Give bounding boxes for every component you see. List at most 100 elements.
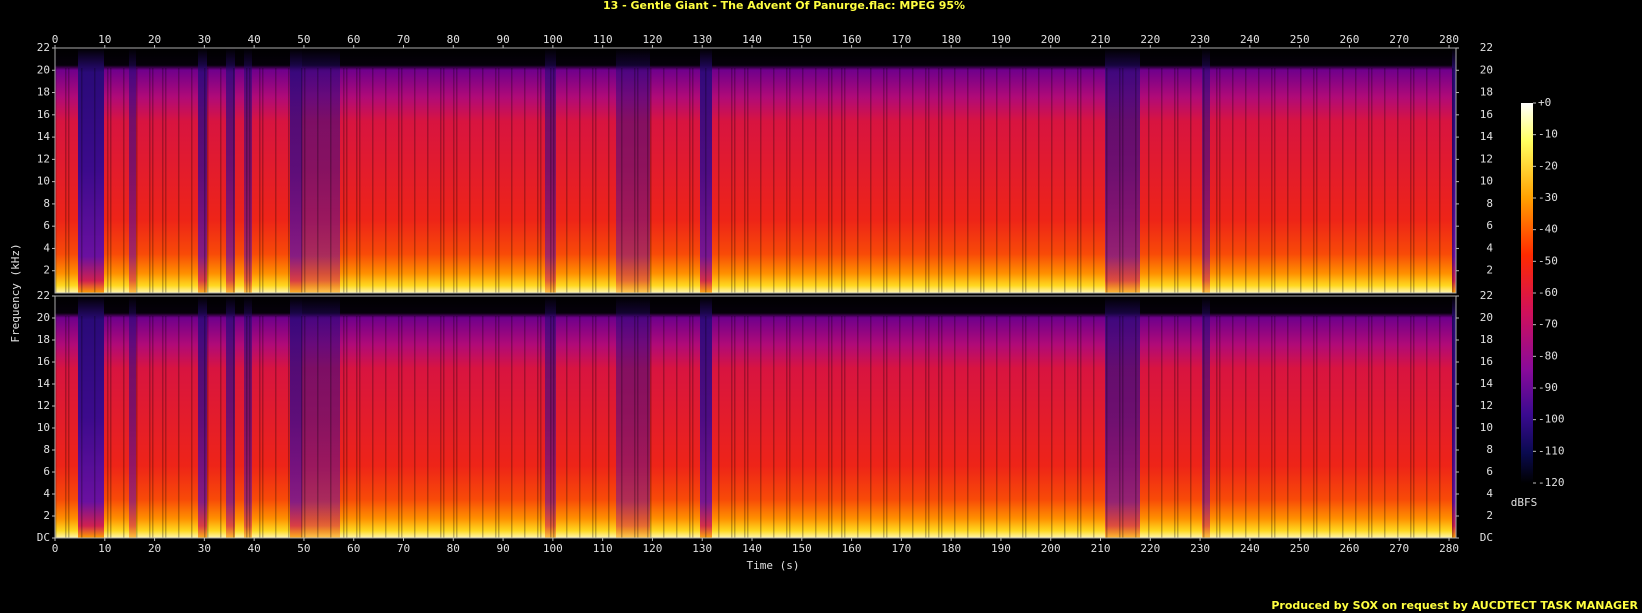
x-tick-label: 260	[1340, 33, 1360, 46]
x-tick-label: 140	[742, 542, 762, 555]
chart-title: 13 - Gentle Giant - The Advent Of Panurg…	[603, 0, 965, 12]
texture-stripe	[1413, 316, 1415, 538]
texture-stripe	[592, 68, 594, 293]
texture-stripe	[288, 316, 290, 538]
texture-stripe	[1271, 316, 1273, 538]
texture-stripe	[928, 68, 930, 293]
texture-stripe	[482, 68, 484, 293]
quiet-region	[545, 48, 556, 293]
texture-stripe	[553, 316, 555, 538]
texture-stripe	[870, 68, 872, 293]
colorbar-tick-label: -100	[1538, 413, 1565, 426]
quiet-region	[226, 48, 235, 293]
texture-stripe	[372, 316, 374, 538]
texture-stripe	[246, 316, 248, 538]
y-tick-label: 20	[37, 311, 50, 324]
texture-stripe	[844, 316, 846, 538]
texture-stripe	[553, 68, 555, 293]
texture-stripe	[1080, 316, 1082, 538]
texture-stripe	[1135, 316, 1137, 538]
quiet-region	[302, 296, 340, 538]
texture-stripe	[1064, 316, 1066, 538]
texture-stripe	[372, 68, 374, 293]
texture-stripe	[453, 316, 455, 538]
texture-stripe	[938, 68, 940, 293]
x-tick-label: 60	[347, 542, 360, 555]
texture-stripe	[207, 68, 209, 293]
texture-stripe	[249, 316, 251, 538]
texture-stripe	[1190, 316, 1192, 538]
texture-stripe	[301, 316, 303, 538]
y-tick-label: 20	[37, 63, 50, 76]
texture-stripe	[152, 68, 154, 293]
texture-stripe	[162, 68, 164, 293]
texture-stripe	[870, 316, 872, 538]
colorbar-tick-label: -80	[1538, 349, 1558, 362]
texture-stripe	[94, 316, 96, 538]
texture-stripe	[207, 316, 209, 538]
texture-stripe	[178, 316, 180, 538]
texture-stripe	[1190, 68, 1192, 293]
texture-stripe	[275, 68, 277, 293]
texture-stripe	[68, 316, 70, 538]
quiet-region	[244, 296, 252, 538]
texture-stripe	[1313, 68, 1315, 293]
texture-stripe	[912, 68, 914, 293]
quiet-region	[1202, 48, 1210, 293]
texture-stripe	[731, 316, 733, 538]
texture-stripe	[204, 316, 206, 538]
texture-stripe	[773, 68, 775, 293]
texture-stripe	[705, 316, 707, 538]
texture-stripe	[220, 316, 222, 538]
texture-stripe	[1439, 68, 1441, 293]
texture-stripe	[343, 68, 345, 293]
texture-stripe	[304, 68, 306, 293]
x-tick-label: 220	[1140, 542, 1160, 555]
texture-stripe	[1397, 68, 1399, 293]
texture-stripe	[443, 316, 445, 538]
quiet-region	[616, 48, 650, 293]
texture-stripe	[359, 316, 361, 538]
texture-stripe	[68, 68, 70, 293]
spectrogram-image	[55, 48, 1456, 293]
texture-stripe	[595, 68, 597, 293]
texture-stripe	[647, 316, 649, 538]
texture-stripe	[1038, 316, 1040, 538]
x-tick-label: 280	[1439, 542, 1459, 555]
texture-stripe	[828, 68, 830, 293]
texture-stripe	[1038, 68, 1040, 293]
texture-stripe	[550, 316, 552, 538]
x-tick-label: 150	[792, 33, 812, 46]
quiet-region	[1105, 48, 1140, 293]
texture-stripe	[1119, 68, 1121, 293]
texture-stripe	[259, 316, 261, 538]
texture-stripe	[259, 68, 261, 293]
texture-stripe	[165, 68, 167, 293]
y-tick-label: 22	[37, 289, 50, 302]
texture-stripe	[1371, 316, 1373, 538]
texture-stripe	[1064, 68, 1066, 293]
texture-stripe	[65, 316, 67, 538]
quiet-region	[616, 296, 650, 538]
texture-stripe	[1203, 316, 1205, 538]
texture-stripe	[996, 316, 998, 538]
y-tick-label: 20	[1480, 311, 1493, 324]
y-tick-label: 10	[1480, 175, 1493, 188]
texture-stripe	[1452, 316, 1454, 538]
x-tick-label: 240	[1240, 542, 1260, 555]
texture-stripe	[414, 68, 416, 293]
texture-stripe	[1232, 316, 1234, 538]
x-tick-label: 270	[1389, 33, 1409, 46]
texture-stripe	[81, 316, 83, 538]
texture-stripe	[566, 68, 568, 293]
x-tick-label: 120	[643, 542, 663, 555]
quiet-region	[129, 48, 136, 293]
y-tick-label: DC	[37, 531, 50, 544]
texture-stripe	[928, 316, 930, 538]
texture-stripe	[495, 68, 497, 293]
y-tick-label: 8	[1486, 443, 1493, 456]
texture-stripe	[343, 316, 345, 538]
y-tick-label: 12	[1480, 399, 1493, 412]
texture-stripe	[1022, 316, 1024, 538]
texture-stripe	[634, 68, 636, 293]
